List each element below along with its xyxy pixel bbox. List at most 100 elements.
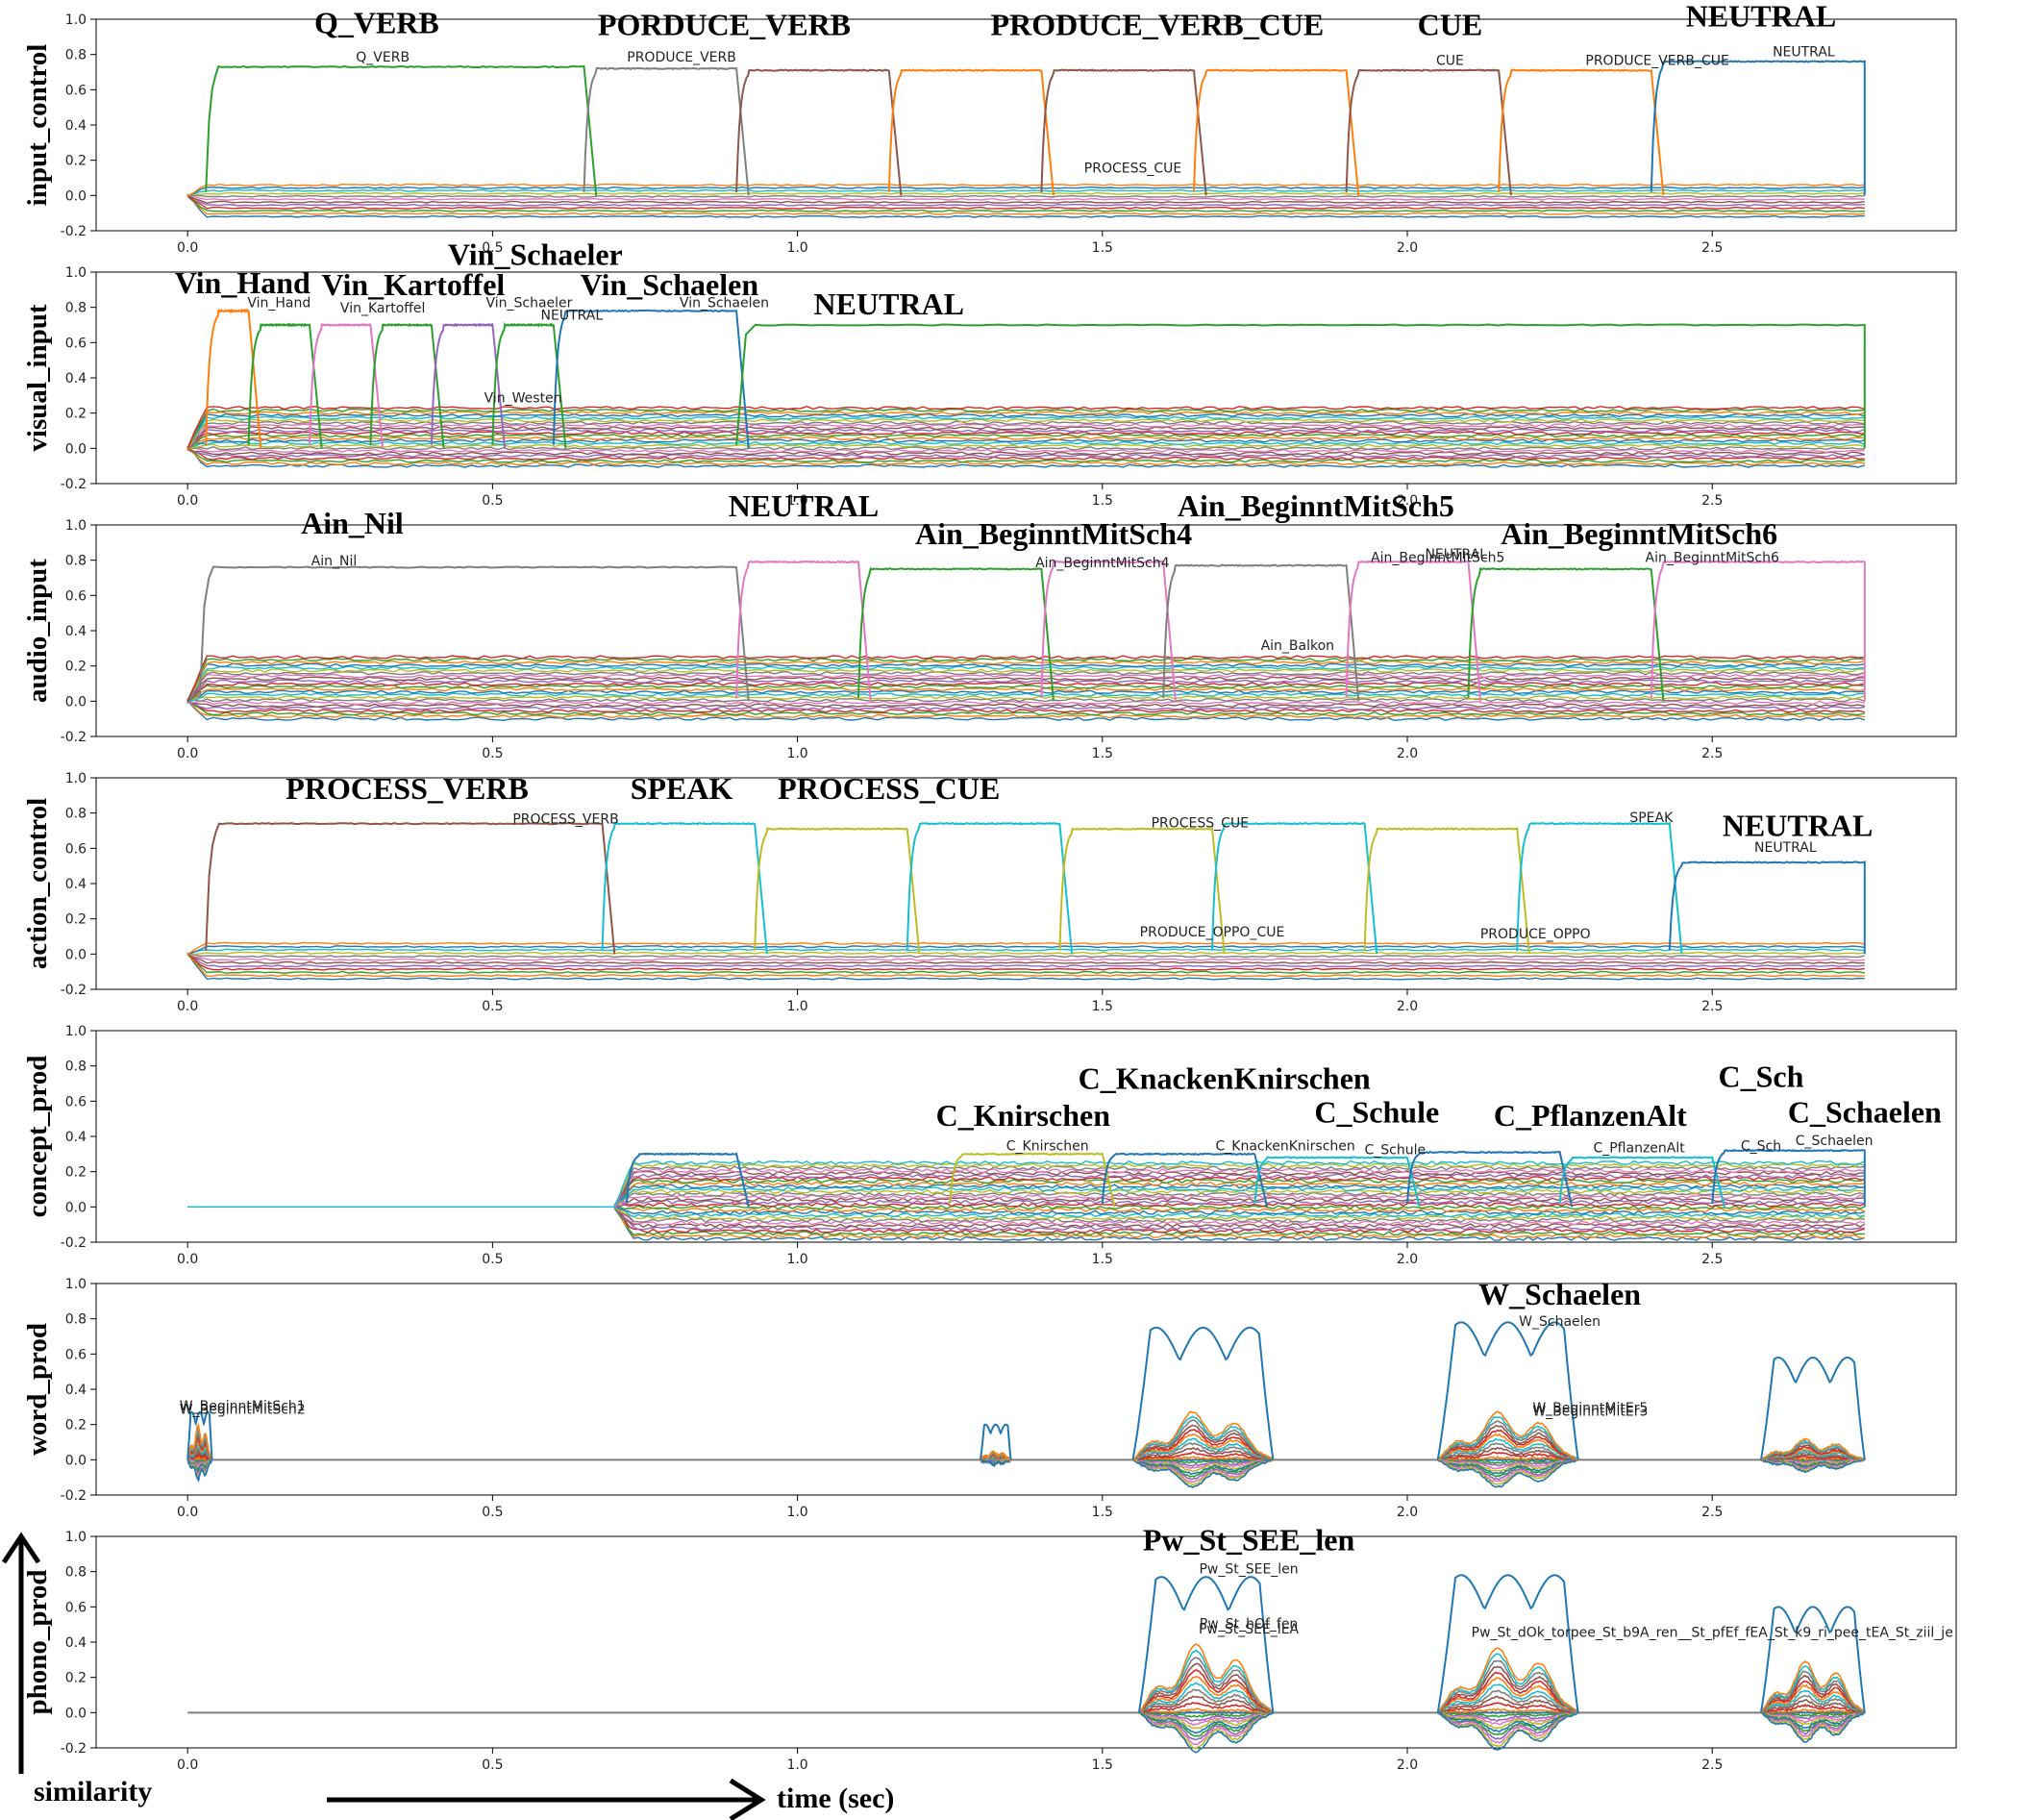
panel-visual-input: -0.2 0.0 0.2 0.4 0.6 0.8 1.0 0.0 0.5 1.0 1.5 2.0 2.5… [22,237,1957,509]
series-line [186,448,1865,459]
series-line [186,689,1865,702]
plot-frame [95,1283,1957,1496]
y-tick-label: 0.8 [65,554,87,569]
burst-line [1437,1710,1579,1718]
series-line [186,954,1865,959]
y-tick-label: 0.4 [65,877,87,892]
burst-line [1132,1458,1274,1470]
small-annotation: Vin_Hand [247,296,310,312]
burst-line [1760,1694,1866,1714]
series-line [186,692,1865,704]
series-line [186,418,1865,452]
burst-line [1437,1451,1578,1461]
active-unit-line [601,822,768,955]
series-line [186,446,1865,451]
series-line [186,194,1865,212]
y-tick-label: 0.4 [65,1130,87,1145]
big-annotation: PROCESS_VERB [285,771,529,806]
big-annotation: NEUTRAL [1723,809,1873,843]
burst-line [1132,1451,1274,1461]
x-tick-label: 2.5 [1701,746,1723,761]
burst-line [1437,1665,1578,1713]
peak-line [1760,1356,1866,1460]
y-axis-label: concept_prod [22,1056,53,1218]
x-tick-label: 0.0 [177,1505,198,1520]
x-tick-label: 1.0 [786,1758,807,1773]
small-annotation: PRODUCE_OPPO_CUE [1140,925,1285,940]
small-annotation: W_BeginntMitSch2 [180,1403,306,1418]
y-tick-label: 0.0 [65,441,87,457]
x-tick-label: 0.5 [482,1505,503,1520]
active-unit-line [754,826,921,955]
series-line [186,698,1865,716]
big-annotation: C_KnackenKnirschen [1079,1061,1371,1096]
panel-input-control: -0.2 0.0 0.2 0.4 0.6 0.8 1.0 0.0 0.5 1.0 1.5 2.0 2.5… [22,0,1957,256]
active-unit-line [1363,827,1530,955]
small-annotation: SPEAK [1629,810,1674,826]
series-line [187,1204,1866,1215]
active-unit-line [247,322,323,449]
burst-line [1761,1710,1866,1735]
small-annotation: NEUTRAL [1773,45,1835,61]
burst-line [1131,1437,1274,1461]
y-tick-label: 0.4 [65,371,87,386]
burst-line [1138,1669,1274,1714]
small-annotation: PROCESS_CUE [1084,162,1181,177]
burst-line [1138,1711,1274,1722]
burst-line [1132,1415,1275,1461]
active-unit-line [857,566,1055,702]
small-annotation: W_Schaelen [1519,1314,1601,1330]
similarity-label: similarity [34,1776,152,1808]
y-tick-label: 0.8 [65,1312,87,1328]
series-line [187,1173,1865,1208]
big-annotation: PRODUCE_VERB_CUE [991,8,1325,42]
active-unit-line [430,322,507,449]
burst-line [1437,1419,1579,1461]
y-axis-label: audio_input [22,559,53,703]
x-tick-label: 1.0 [786,999,807,1014]
burst-line [1437,1437,1578,1461]
series-line [186,447,1865,454]
burst-line [1760,1699,1865,1714]
y-tick-label: 0.4 [65,1383,87,1398]
series-line [187,1206,1865,1239]
burst-line [1760,1659,1866,1714]
series-line [186,195,1865,210]
x-tick-label: 1.5 [1092,240,1113,256]
series-line [186,446,1865,463]
series-line [186,408,1865,449]
active-unit-line [949,1152,1116,1208]
series-line [187,1206,1865,1221]
peak-line [1131,1326,1275,1460]
burst-line [1437,1711,1578,1726]
small-annotation: W_BeginntMitEr5 [1532,1401,1648,1416]
big-annotation: Ain_BeginntMitSch6 [1501,516,1777,551]
burst-line [1138,1711,1274,1750]
series-line [186,695,1865,705]
burst-line [1138,1682,1274,1714]
y-tick-label: -0.2 [61,1488,87,1504]
active-unit-line [552,309,750,449]
similarity-arrow [1,1532,41,1774]
x-tick-label: 2.0 [1397,1758,1418,1773]
active-unit-line [1162,563,1360,702]
big-annotation: W_Schaelen [1478,1277,1641,1311]
series-line [186,193,1865,201]
series-line [186,952,1865,968]
series-line [186,945,1865,956]
y-tick-label: 0.6 [65,841,87,857]
series-line [186,405,1865,449]
burst-line [1760,1708,1865,1714]
series-line [186,655,1865,702]
active-unit-line [1406,1150,1574,1208]
burst-line [1437,1429,1579,1461]
plot-frame [95,777,1957,990]
burst-line [1132,1442,1274,1461]
active-unit-line [1467,566,1665,702]
panel-audio-input: -0.2 0.0 0.2 0.4 0.6 0.8 1.0 0.0 0.5 1.0 1.5 2.0 2.5… [22,488,1957,761]
big-annotation: Ain_BeginntMitSch5 [1178,488,1454,523]
burst-line [1437,1433,1579,1461]
small-annotation: NEUTRAL [1425,547,1487,562]
big-annotation: C_Schule [1314,1094,1439,1129]
small-annotation: PROCESS_CUE [1152,815,1249,831]
